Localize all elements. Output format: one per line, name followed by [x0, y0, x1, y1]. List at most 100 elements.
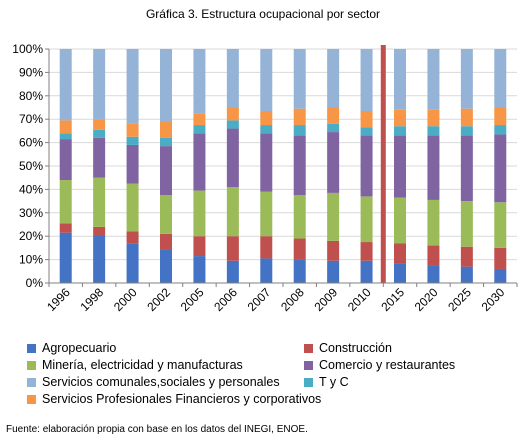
bar-segment	[126, 243, 139, 283]
legend-item-mineria: Minería, electricidad y manufacturas	[27, 358, 243, 372]
bar-segment	[293, 195, 306, 239]
legend-item-construccion: Construcción	[304, 341, 392, 355]
y-tick-label: 20%	[19, 229, 43, 243]
period-divider	[380, 45, 386, 283]
bar-segment	[494, 202, 507, 248]
bar-segment	[494, 49, 507, 108]
x-tick-label: 2002	[144, 285, 173, 314]
bar-segment	[460, 126, 473, 136]
bar-segment	[394, 243, 406, 264]
bar-segment	[293, 259, 306, 283]
bar-segment	[193, 256, 206, 283]
bar-segment	[126, 231, 139, 244]
bar-segment	[494, 107, 507, 126]
x-tick-label: 2030	[479, 285, 508, 314]
y-tick-label: 60%	[19, 136, 43, 150]
bar-segment	[126, 123, 139, 137]
bar-segment	[160, 249, 172, 283]
bar-segment	[327, 192, 340, 241]
x-tick-label: 1996	[44, 285, 73, 314]
bar-segment	[360, 196, 373, 243]
legend-swatch	[27, 377, 36, 387]
bar-segment	[260, 111, 273, 126]
bar-segment	[460, 135, 473, 202]
y-tick-label: 70%	[19, 112, 43, 126]
y-tick-label: 40%	[19, 182, 43, 196]
bar-segment	[394, 135, 406, 198]
legend-swatch	[304, 343, 313, 353]
bar-segment	[193, 125, 206, 134]
bar-segment	[427, 126, 440, 136]
x-tick-label: 2025	[445, 285, 474, 314]
bar-segment	[360, 260, 373, 283]
bar-segment	[427, 109, 440, 127]
bar-segment	[293, 125, 306, 136]
stacked-bar-chart: 0% 10% 20% 30% 40% 50% 60% 70% 80% 90% 100% 1996 199…	[12, 42, 518, 314]
legend-label: Servicios comunales,sociales y personale…	[42, 375, 280, 389]
bar-segment	[160, 195, 172, 234]
legend-label: Minería, electricidad y manufacturas	[42, 358, 243, 372]
y-tick-label: 80%	[19, 89, 43, 103]
grid-lines	[49, 48, 517, 284]
bar-segment	[59, 139, 72, 181]
bar-segment	[460, 266, 473, 283]
bar-segment	[327, 132, 340, 193]
bar-segment	[93, 119, 106, 130]
bar-segment	[394, 126, 406, 136]
bar-segment	[160, 121, 172, 138]
bar-segment	[260, 125, 273, 134]
x-tick-label: 2009	[311, 285, 340, 314]
bar-segment	[293, 108, 306, 126]
legend-label: Servicios Profesionales Financieros y co…	[42, 392, 322, 406]
bar-segment	[260, 133, 273, 192]
legend-label: T y C	[319, 375, 349, 389]
bar-segment	[93, 129, 106, 138]
bar-segment	[427, 49, 440, 110]
bar-segment	[226, 49, 239, 108]
x-tick-label: 2015	[378, 285, 407, 314]
y-tick-label: 90%	[19, 65, 43, 79]
bar-segment	[394, 109, 406, 127]
bar-segment	[160, 233, 172, 250]
bar-segment	[327, 123, 340, 133]
bar-segment	[93, 226, 106, 236]
bar-segment	[394, 197, 406, 244]
bar-segment	[360, 242, 373, 261]
y-tick-label: 0%	[26, 276, 44, 290]
bar-segment	[460, 49, 473, 109]
bar-segment	[394, 263, 406, 283]
bar-segment	[226, 236, 239, 261]
legend-label: Comercio y restaurantes	[319, 358, 456, 372]
legend-item-servicios-profesionales: Servicios Profesionales Financieros y co…	[27, 392, 321, 406]
bar-segment	[360, 135, 373, 197]
x-tick-label: 2010	[345, 285, 374, 314]
bar-segment	[193, 133, 206, 191]
legend-swatch	[27, 394, 36, 404]
bar-segment	[360, 49, 373, 112]
bar-segment	[427, 245, 440, 266]
bar-segment	[193, 113, 206, 126]
x-tick-label: 2006	[211, 285, 240, 314]
bar-segment	[494, 125, 507, 135]
legend-swatch	[27, 343, 36, 353]
bar-segment	[193, 49, 206, 114]
x-tick-label: 2005	[178, 285, 207, 314]
bar-segment	[460, 246, 473, 267]
bar-segment	[494, 134, 507, 203]
bar-segment	[460, 201, 473, 247]
bar-segment	[360, 111, 373, 128]
bar-segment	[226, 120, 239, 129]
bar-segment	[460, 108, 473, 127]
bar-segment	[193, 190, 206, 237]
bar-segment	[226, 128, 239, 188]
bar-segment	[327, 260, 340, 283]
bar-segment	[293, 135, 306, 196]
bar-segment	[226, 260, 239, 283]
bar-segment	[59, 120, 72, 134]
bar-segment	[360, 127, 373, 136]
bar-segment	[260, 191, 273, 237]
bar-segment	[126, 144, 139, 184]
legend-swatch	[304, 360, 313, 370]
bar-segment	[494, 268, 507, 283]
x-tick-label: 1998	[77, 285, 106, 314]
